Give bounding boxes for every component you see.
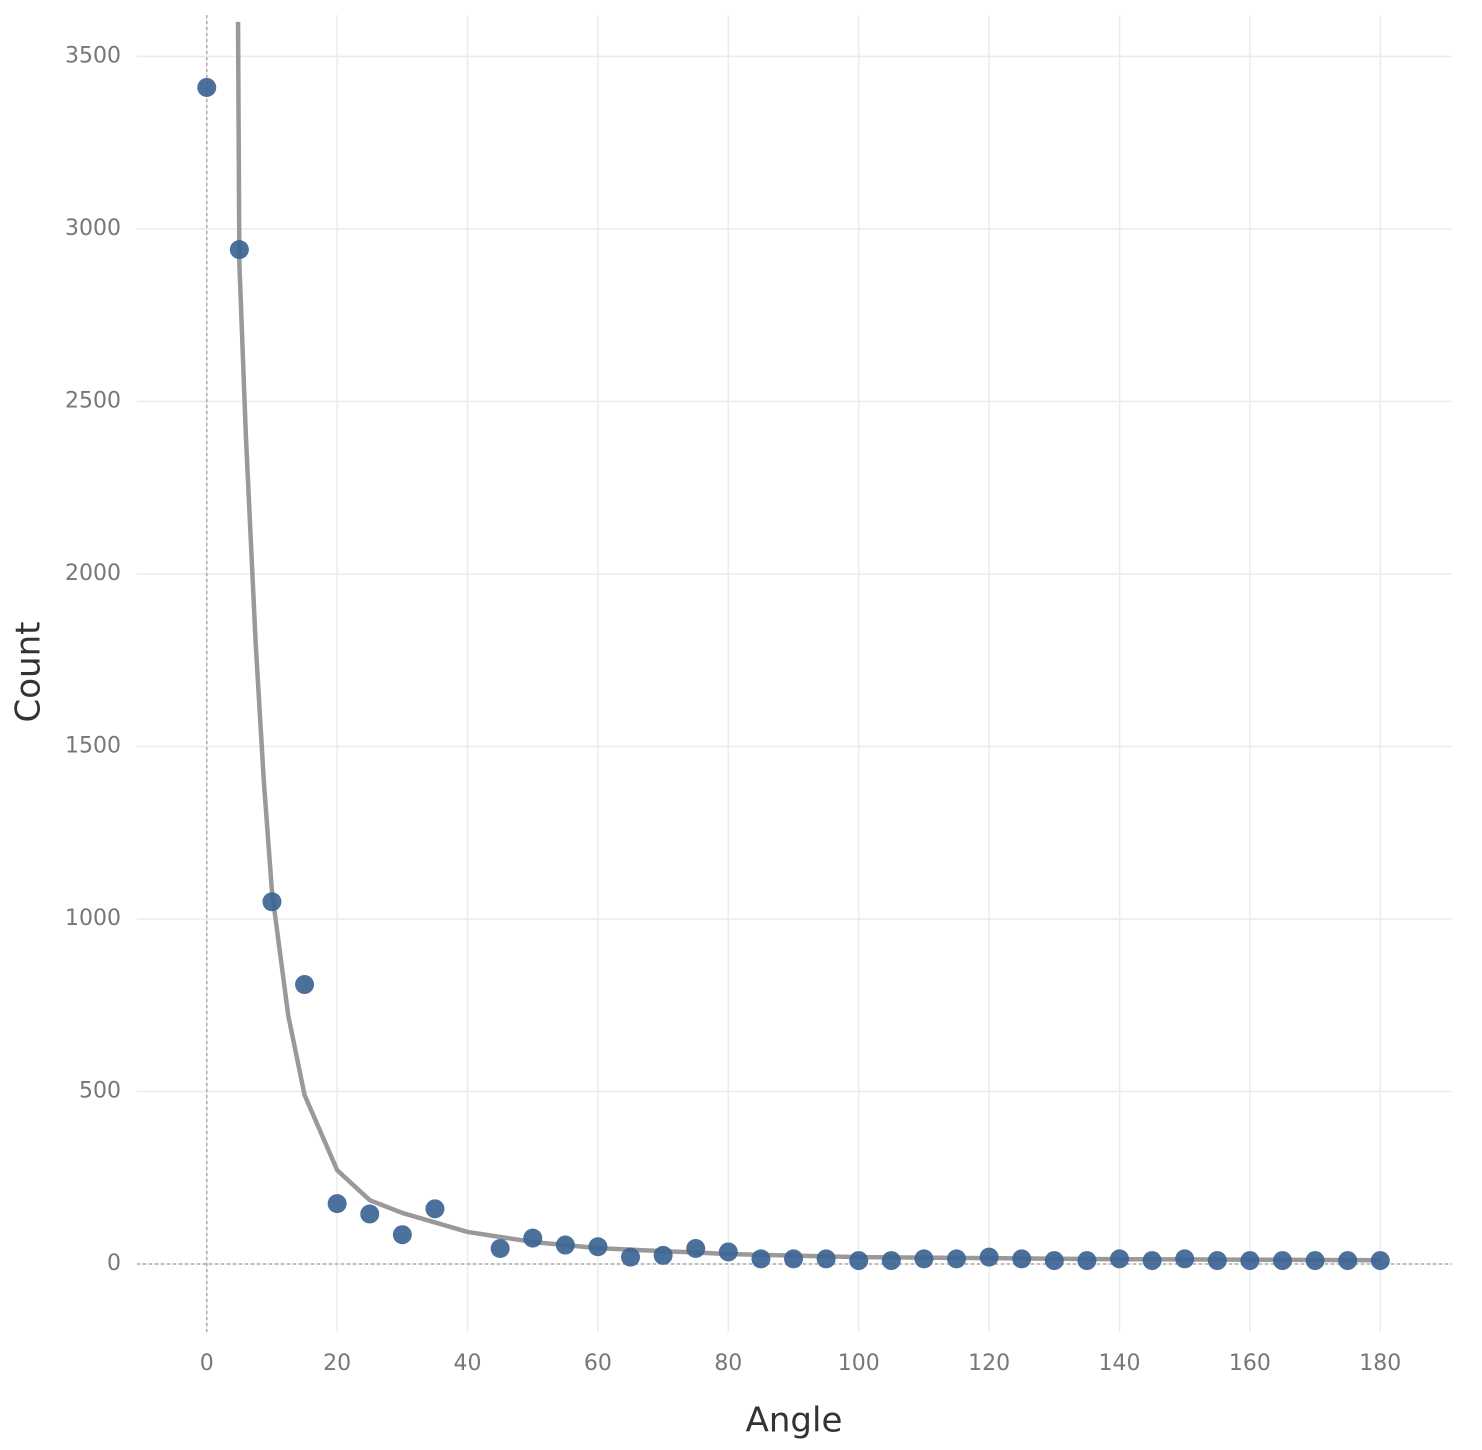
data-point [1044, 1251, 1064, 1271]
x-tick-label: 180 [1359, 1351, 1401, 1376]
data-point [621, 1247, 641, 1267]
data-point [588, 1237, 608, 1257]
data-point [1272, 1251, 1292, 1271]
data-point [490, 1239, 510, 1259]
y-tick-label: 3500 [65, 43, 121, 68]
y-tick-label: 3000 [65, 216, 121, 241]
data-point [1207, 1251, 1227, 1271]
data-point [751, 1249, 771, 1269]
fit-line [235, 21, 1381, 1263]
data-point [1012, 1249, 1032, 1269]
data-point [229, 240, 249, 260]
data-point [1305, 1251, 1325, 1271]
data-point [327, 1194, 347, 1214]
data-point [392, 1225, 412, 1245]
y-tick-label: 0 [107, 1251, 121, 1276]
data-point [784, 1249, 804, 1269]
x-tick-label: 40 [454, 1351, 482, 1376]
x-axis-title: Angle [746, 1401, 843, 1441]
data-point [360, 1204, 380, 1224]
data-point [1175, 1249, 1195, 1269]
x-tick-label: 60 [584, 1351, 612, 1376]
x-tick-label: 80 [714, 1351, 742, 1376]
data-point [914, 1249, 934, 1269]
x-tick-label: 160 [1229, 1351, 1271, 1376]
plot-area [197, 21, 1390, 1271]
y-tick-label: 1000 [65, 906, 121, 931]
data-point [295, 975, 315, 995]
data-point [555, 1235, 575, 1255]
data-point [718, 1242, 738, 1262]
x-tick-label: 120 [968, 1351, 1010, 1376]
data-point [653, 1245, 673, 1265]
data-point [523, 1228, 543, 1248]
data-point [262, 892, 282, 912]
data-point [1142, 1251, 1162, 1271]
x-tick-label: 20 [323, 1351, 351, 1376]
data-point [1077, 1251, 1097, 1271]
data-point [816, 1249, 836, 1269]
x-tick-label: 0 [200, 1351, 214, 1376]
data-point [1370, 1251, 1390, 1271]
data-point [686, 1239, 706, 1259]
y-tick-label: 500 [79, 1079, 121, 1104]
y-axis-title: Count [9, 622, 49, 723]
data-point [425, 1199, 445, 1219]
data-point [197, 77, 217, 97]
x-tick-label: 100 [838, 1351, 880, 1376]
data-point [1338, 1251, 1358, 1271]
data-point [849, 1251, 869, 1271]
data-point [1240, 1251, 1260, 1271]
y-tick-label: 1500 [65, 733, 121, 758]
x-tick-label: 140 [1099, 1351, 1141, 1376]
data-point [1110, 1249, 1130, 1269]
y-tick-label: 2000 [65, 561, 121, 586]
data-point [979, 1247, 999, 1267]
data-point [881, 1251, 901, 1271]
y-tick-label: 2500 [65, 388, 121, 413]
data-point [947, 1249, 967, 1269]
